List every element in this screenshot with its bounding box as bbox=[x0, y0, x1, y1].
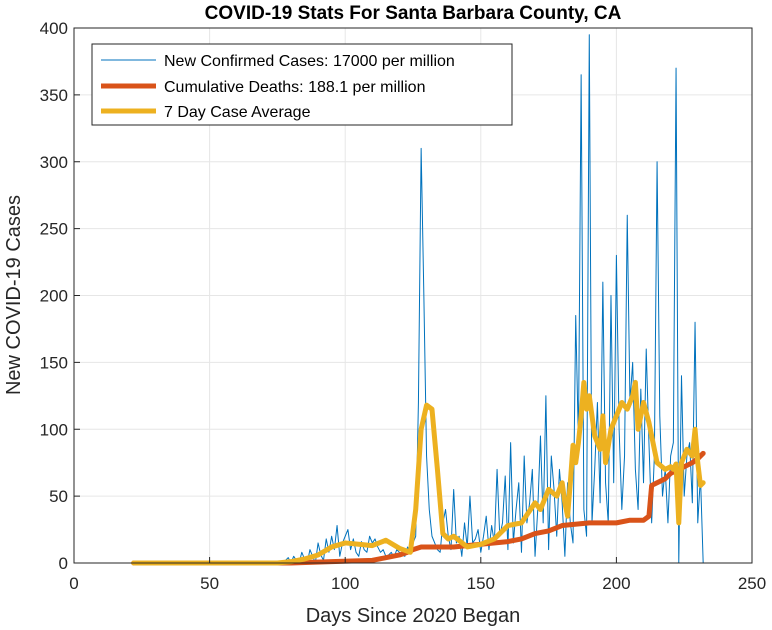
x-tick-label: 100 bbox=[331, 574, 359, 593]
legend-label-deaths: Cumulative Deaths: 188.1 per million bbox=[164, 79, 425, 96]
legend-box bbox=[91, 43, 513, 126]
x-tick-label: 0 bbox=[69, 574, 78, 593]
x-tick-label: 250 bbox=[738, 574, 766, 593]
x-tick-label: 50 bbox=[200, 574, 219, 593]
x-tick-label: 200 bbox=[602, 574, 630, 593]
x-axis-label: Days Since 2020 Began bbox=[306, 605, 521, 627]
series-line-cumulative-deaths bbox=[131, 450, 706, 566]
y-tick-label: 400 bbox=[40, 19, 68, 38]
y-tick-label: 250 bbox=[40, 220, 68, 239]
y-tick-label: 150 bbox=[40, 353, 68, 372]
legend: New Confirmed Cases: 17000 per million C… bbox=[91, 43, 513, 126]
x-tick-label: 150 bbox=[467, 574, 495, 593]
y-axis-label: New COVID-19 Cases bbox=[3, 195, 25, 395]
series-layer bbox=[131, 34, 706, 566]
legend-label-new-cases: New Confirmed Cases: 17000 per million bbox=[164, 53, 455, 70]
y-tick-label: 50 bbox=[49, 487, 68, 506]
y-tick-label: 350 bbox=[40, 86, 68, 105]
y-tick-label: 0 bbox=[59, 554, 68, 573]
chart-title: COVID-19 Stats For Santa Barbara County,… bbox=[205, 3, 622, 24]
y-tick-label: 200 bbox=[40, 287, 68, 306]
series-line-7-day-average bbox=[131, 379, 706, 566]
y-tick-label: 300 bbox=[40, 153, 68, 172]
ticks: 0 50 100 150 200 250 0 50 100 150 200 250 300 350 400 bbox=[40, 19, 767, 593]
legend-label-average: 7 Day Case Average bbox=[164, 104, 311, 121]
y-tick-label: 100 bbox=[40, 420, 68, 439]
